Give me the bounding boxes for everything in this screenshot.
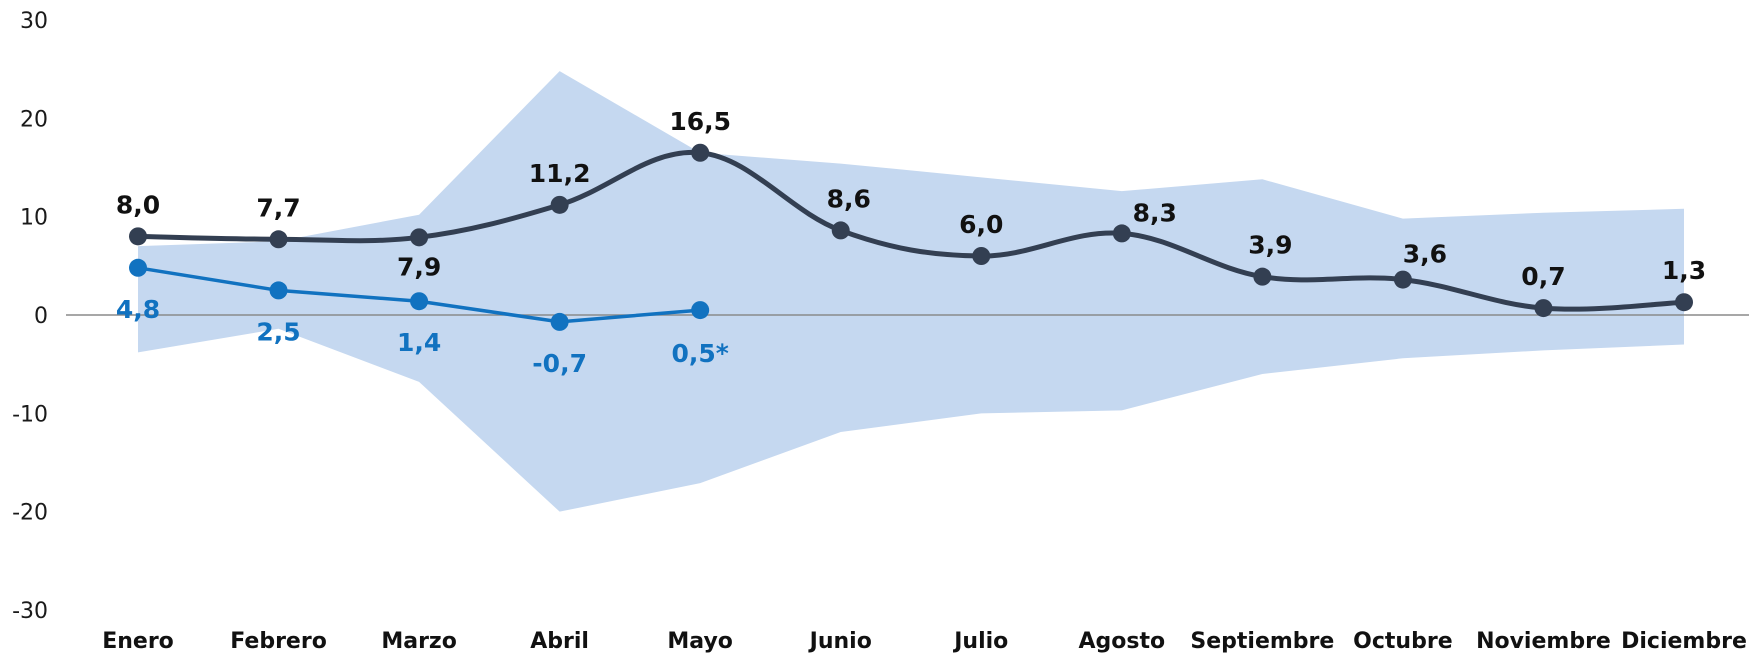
series-1-point bbox=[410, 228, 429, 247]
x-tick-label: Abril bbox=[530, 629, 589, 654]
data-label-layer: 8,0 7,7 7,9 11,2 16,5 8,6 6,0 8,3 3,9 3,6 0,7 1,3 4,… bbox=[116, 107, 1706, 378]
series-1-data-label: 0,7 bbox=[1521, 262, 1565, 291]
series-1-point bbox=[269, 230, 288, 249]
y-tick-label: -20 bbox=[12, 501, 48, 526]
x-tick-label: Marzo bbox=[381, 629, 457, 654]
x-tick-label: Junio bbox=[808, 629, 872, 654]
series-1-data-label: 11,2 bbox=[529, 159, 591, 188]
series-2-point bbox=[410, 292, 429, 311]
x-tick-label: Agosto bbox=[1079, 629, 1166, 654]
series-1-data-label: 16,5 bbox=[669, 107, 731, 136]
series-1-data-label: 3,9 bbox=[1248, 231, 1292, 260]
series-1-point bbox=[691, 143, 710, 162]
y-tick-label: -10 bbox=[12, 402, 48, 427]
series-2-data-label: 2,5 bbox=[256, 317, 300, 346]
x-tick-label: Octubre bbox=[1353, 629, 1452, 654]
series-2-data-label: 1,4 bbox=[397, 328, 441, 357]
series-1-data-label: 8,6 bbox=[827, 184, 871, 213]
series-2-data-label: 0,5* bbox=[671, 339, 728, 368]
y-tick-label: 20 bbox=[20, 107, 48, 132]
series-1-point bbox=[550, 195, 569, 214]
y-tick-label: 30 bbox=[20, 9, 48, 34]
series-1-data-label: 6,0 bbox=[959, 210, 1003, 239]
series-2-data-label: -0,7 bbox=[532, 349, 587, 378]
series-1-data-label: 8,3 bbox=[1133, 198, 1177, 227]
series-2-point bbox=[129, 258, 147, 277]
series-2-point bbox=[269, 281, 288, 300]
x-tick-label: Mayo bbox=[667, 629, 733, 654]
x-tick-label: Julio bbox=[952, 629, 1008, 654]
series-1-point bbox=[1112, 224, 1131, 243]
series-1-point bbox=[831, 221, 850, 240]
series-1-point bbox=[1253, 267, 1272, 286]
x-tick-label: Enero bbox=[102, 629, 174, 654]
series-1-data-label: 8,0 bbox=[116, 190, 160, 219]
series-1-point bbox=[1534, 299, 1553, 318]
series-1-data-label: 7,9 bbox=[397, 252, 441, 281]
y-tick-label: 10 bbox=[20, 206, 48, 231]
y-tick-label: 0 bbox=[34, 304, 48, 329]
series-1-point bbox=[972, 247, 991, 265]
y-tick-label: -30 bbox=[12, 599, 48, 624]
x-tick-label: Diciembre bbox=[1621, 629, 1747, 654]
series-1-point bbox=[129, 227, 147, 246]
range-band-layer bbox=[138, 71, 1684, 512]
axis-layer: 30 20 10 0 -10 -20 -30 Enero Febrero Marzo Abril Ma… bbox=[12, 9, 1749, 654]
series-2-point bbox=[691, 301, 710, 320]
x-tick-label: Febrero bbox=[230, 629, 327, 654]
x-tick-label: Noviembre bbox=[1476, 629, 1611, 654]
x-tick-label: Septiembre bbox=[1190, 629, 1334, 654]
series-1-point bbox=[1675, 293, 1693, 312]
series-2-data-label: 4,8 bbox=[116, 295, 160, 324]
series-layer bbox=[129, 143, 1693, 331]
series-1-data-label: 7,7 bbox=[256, 193, 300, 222]
series-1-data-label: 1,3 bbox=[1662, 256, 1706, 285]
series-1-data-label: 3,6 bbox=[1403, 240, 1447, 269]
range-band-area bbox=[138, 71, 1684, 512]
series-1-point bbox=[1393, 270, 1412, 289]
series-2-point bbox=[550, 312, 569, 331]
